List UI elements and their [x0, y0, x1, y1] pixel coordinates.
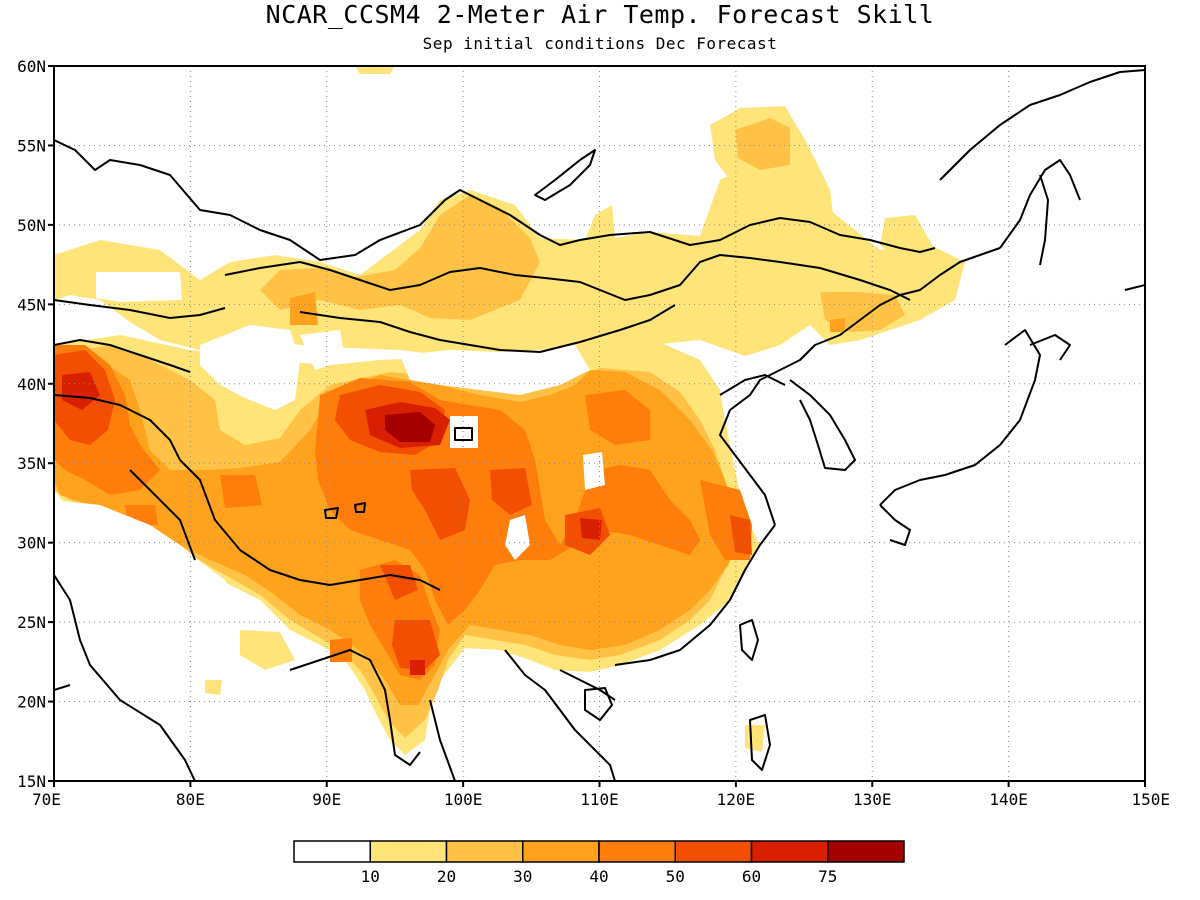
- colorbar-swatch: [827, 840, 905, 863]
- lat-tick-label: 35N: [17, 454, 46, 473]
- no-skill-areas: [54, 272, 605, 700]
- lon-tick-label: 130E: [853, 790, 892, 809]
- colorbar-label: 60: [742, 867, 761, 886]
- lat-tick-label: 55N: [17, 136, 46, 155]
- lon-tick-label: 80E: [176, 790, 205, 809]
- lon-tick-label: 140E: [989, 790, 1028, 809]
- colorbar-label: 40: [589, 867, 608, 886]
- coastlines: [54, 69, 1145, 781]
- lat-tick-label: 30N: [17, 534, 46, 553]
- colorbar-swatch: [750, 840, 829, 863]
- colorbar-label: 50: [666, 867, 685, 886]
- lat-tick-label: 15N: [17, 772, 46, 791]
- colorbar-swatch: [293, 840, 371, 863]
- lat-tick-label: 50N: [17, 216, 46, 235]
- colorbar-label: 75: [818, 867, 837, 886]
- lon-tick-label: 90E: [312, 790, 341, 809]
- gridlines: [54, 66, 1145, 781]
- colorbar-swatch: [598, 840, 676, 863]
- skill-field: [54, 66, 965, 755]
- lat-tick-label: 20N: [17, 693, 46, 712]
- colorbar-swatch: [369, 840, 448, 863]
- colorbar: 10 20 30 40 50 60 75: [293, 840, 905, 886]
- lon-axis-labels: 70E 80E 90E 100E 110E 120E 130E 140E 150E: [32, 790, 1170, 809]
- lon-tick-label: 150E: [1131, 790, 1170, 809]
- lat-tick-label: 40N: [17, 375, 46, 394]
- lon-tick-label: 110E: [580, 790, 619, 809]
- axis-ticks: [48, 65, 1146, 787]
- map-title: NCAR_CCSM4 2-Meter Air Temp. Forecast Sk…: [265, 0, 935, 29]
- lat-tick-label: 25N: [17, 613, 46, 632]
- lon-tick-label: 120E: [717, 790, 756, 809]
- colorbar-swatch: [522, 840, 600, 863]
- colorbar-label: 10: [361, 867, 380, 886]
- skill-level-75: [385, 412, 435, 442]
- colorbar-swatch: [674, 840, 753, 863]
- lon-tick-label: 100E: [444, 790, 483, 809]
- lat-tick-label: 60N: [17, 57, 46, 76]
- map-subtitle: Sep initial conditions Dec Forecast: [422, 34, 778, 53]
- colorbar-label: 30: [513, 867, 532, 886]
- lon-tick-label: 70E: [32, 790, 61, 809]
- lat-axis-labels: 15N 20N 25N 30N 35N 40N 45N 50N 55N 60N: [17, 57, 46, 791]
- lat-tick-label: 45N: [17, 295, 46, 314]
- colorbar-label: 20: [437, 867, 456, 886]
- colorbar-swatch: [445, 840, 524, 863]
